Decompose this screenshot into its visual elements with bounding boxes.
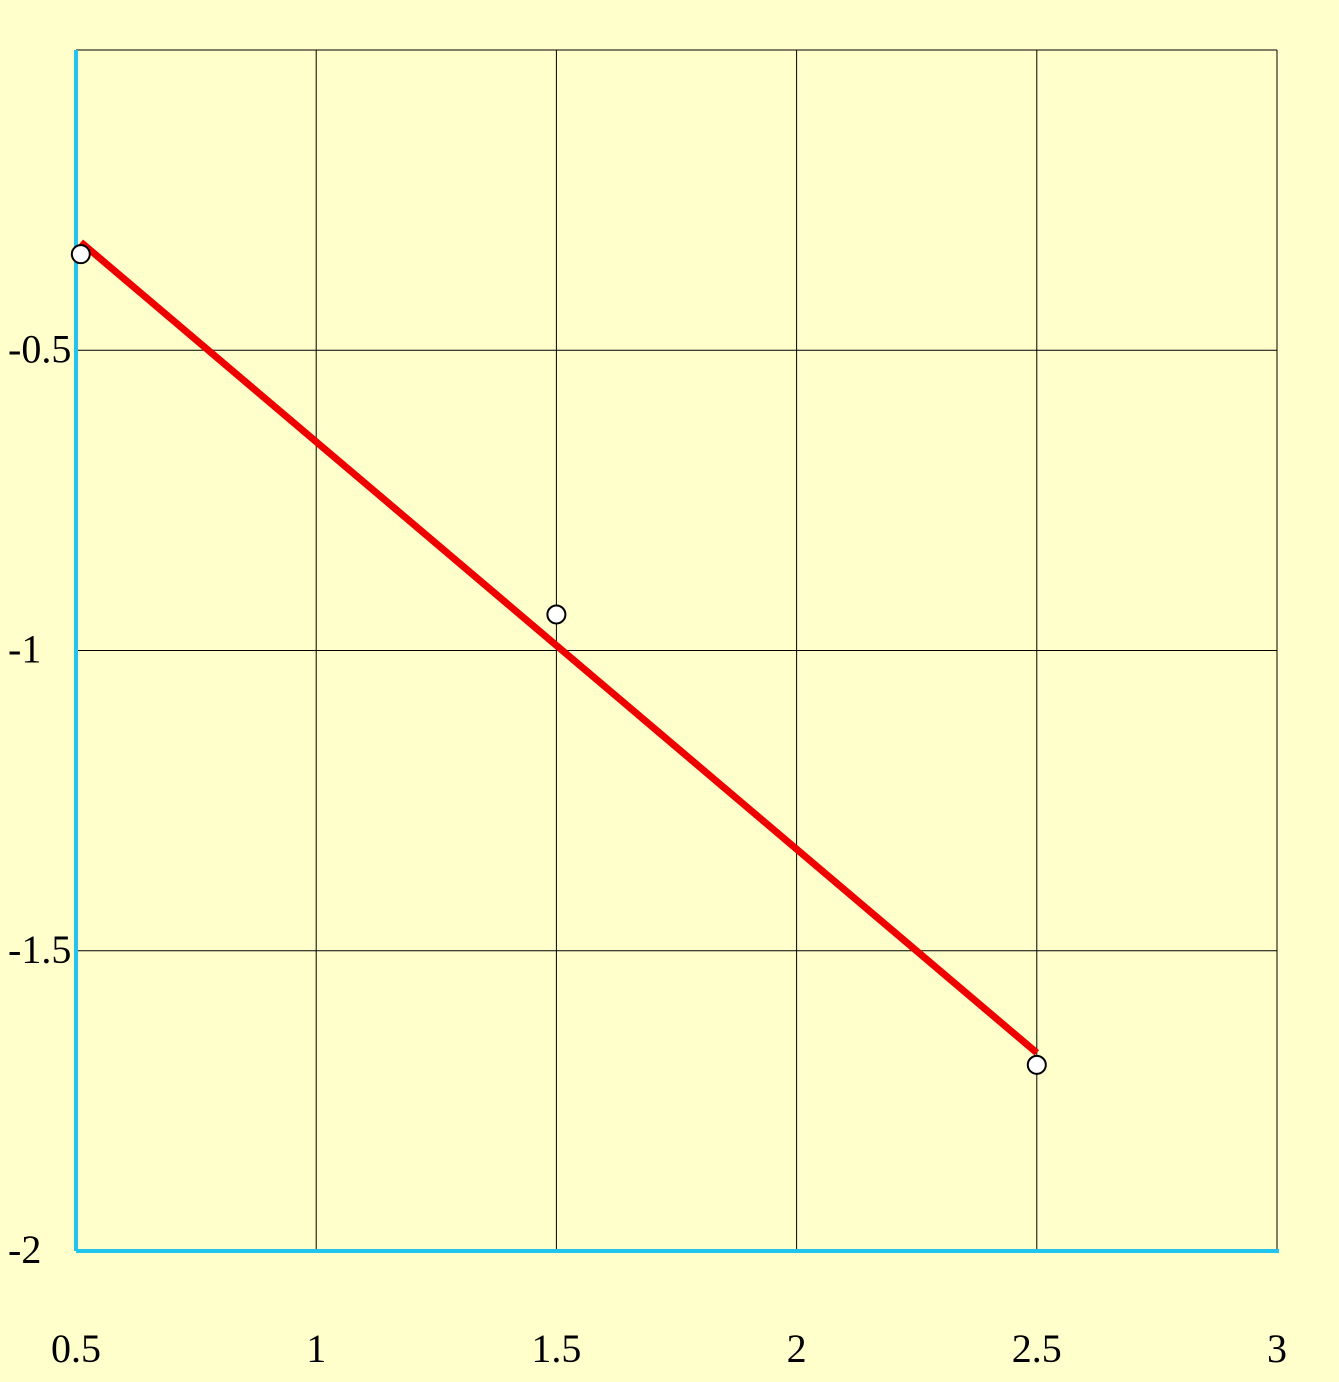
data-point — [1026, 1054, 1047, 1075]
x-tick-label: 3 — [1267, 1326, 1287, 1371]
data-point — [70, 244, 91, 265]
fit-line — [78, 239, 1040, 1056]
x-tick-label: 0.5 — [51, 1326, 101, 1371]
y-tick-label: -0.5 — [8, 326, 71, 371]
data-point — [546, 604, 567, 625]
x-tick-label: 1 — [306, 1326, 326, 1371]
x-tick-label: 1.5 — [531, 1326, 581, 1371]
x-tick-label: 2 — [787, 1326, 807, 1371]
x-tick-label: 2.5 — [1012, 1326, 1062, 1371]
y-tick-label: -1.5 — [8, 927, 71, 972]
y-tick-label: -1 — [8, 627, 41, 672]
y-tick-label: -2 — [8, 1227, 41, 1272]
